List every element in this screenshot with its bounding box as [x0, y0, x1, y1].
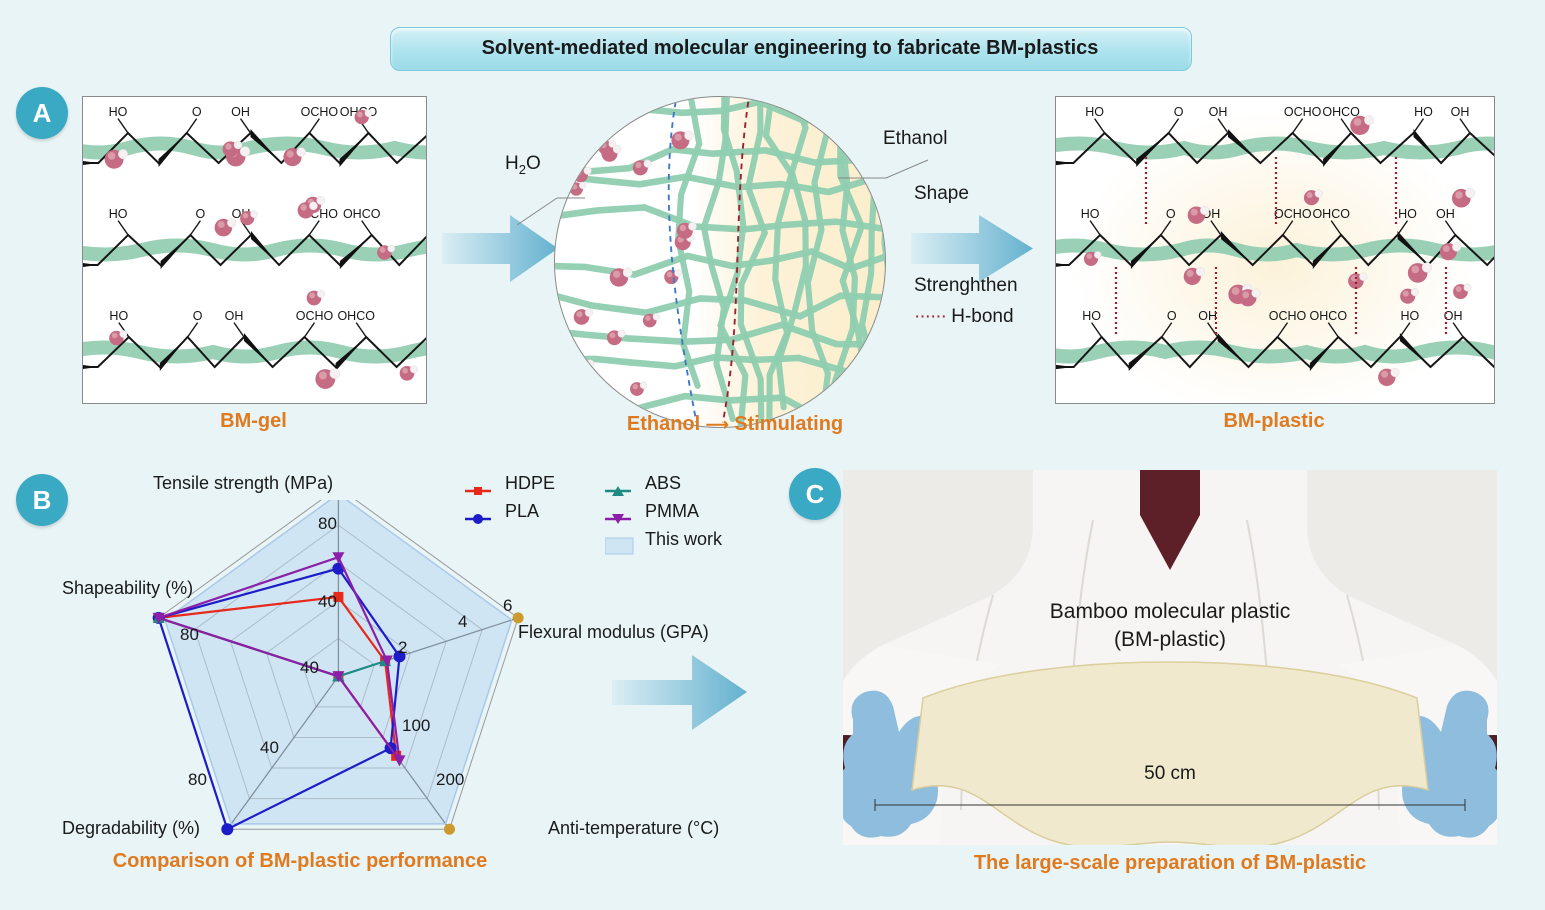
svg-text:OCHO: OCHO: [301, 105, 339, 119]
svg-text:O: O: [1174, 105, 1184, 119]
svg-text:OH: OH: [1436, 207, 1455, 221]
svg-text:OH: OH: [1209, 105, 1228, 119]
svg-text:OH: OH: [1198, 309, 1217, 323]
svg-text:OCHO: OCHO: [1269, 309, 1307, 323]
svg-text:OHCO: OHCO: [337, 309, 375, 323]
svg-text:HO: HO: [109, 207, 128, 221]
svg-text:OH: OH: [225, 309, 244, 323]
svg-text:OH: OH: [231, 105, 250, 119]
svg-text:HO: HO: [1401, 309, 1420, 323]
svg-text:O: O: [193, 309, 203, 323]
svg-text:OH: OH: [1451, 105, 1470, 119]
svg-text:HO: HO: [1398, 207, 1417, 221]
svg-text:O: O: [192, 105, 202, 119]
svg-text:O: O: [1167, 309, 1177, 323]
svg-text:HO: HO: [109, 105, 128, 119]
svg-text:HO: HO: [1414, 105, 1433, 119]
svg-text:OHCO: OHCO: [1322, 105, 1360, 119]
svg-text:OH: OH: [1444, 309, 1463, 323]
svg-text:O: O: [196, 207, 206, 221]
svg-text:OCHO: OCHO: [1284, 105, 1322, 119]
svg-text:O: O: [1166, 207, 1176, 221]
svg-text:HO: HO: [109, 309, 128, 323]
svg-text:OHCO: OHCO: [1310, 309, 1348, 323]
svg-text:OHCO: OHCO: [1312, 207, 1350, 221]
svg-text:HO: HO: [1085, 105, 1104, 119]
svg-text:OCHO: OCHO: [1274, 207, 1312, 221]
svg-text:HO: HO: [1081, 207, 1100, 221]
svg-text:OCHO: OCHO: [296, 309, 334, 323]
svg-text:HO: HO: [1082, 309, 1101, 323]
svg-text:OHCO: OHCO: [343, 207, 381, 221]
